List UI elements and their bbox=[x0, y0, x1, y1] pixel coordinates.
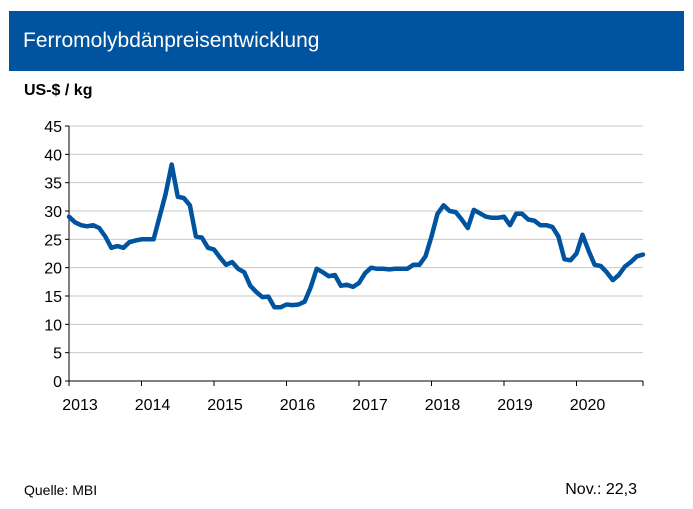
latest-value-note: Nov.: 22,3 bbox=[565, 481, 637, 498]
y-tick-label: 20 bbox=[44, 261, 62, 278]
x-tick-label: 2014 bbox=[135, 397, 171, 414]
x-tick-label: 2013 bbox=[62, 397, 98, 414]
y-tick-label: 10 bbox=[44, 317, 62, 334]
x-tick-label: 2017 bbox=[352, 397, 388, 414]
source-note: Quelle: MBI bbox=[24, 482, 98, 498]
x-tick-label: 2018 bbox=[425, 397, 461, 414]
chart-title: Ferromolybdänpreisentwicklung bbox=[23, 29, 320, 52]
y-tick-label: 5 bbox=[53, 346, 62, 363]
x-tick-label: 2019 bbox=[497, 397, 533, 414]
x-tick-label: 2016 bbox=[280, 397, 316, 414]
chart-title-bar: Ferromolybdänpreisentwicklung bbox=[9, 11, 684, 71]
series-line-0 bbox=[66, 162, 646, 310]
y-tick-label: 25 bbox=[44, 232, 62, 249]
y-tick-label: 30 bbox=[44, 204, 62, 221]
x-tick-label: 2015 bbox=[207, 397, 243, 414]
y-tick-label: 40 bbox=[44, 147, 62, 164]
x-tick-label: 2020 bbox=[570, 397, 606, 414]
y-tick-label: 15 bbox=[44, 289, 62, 306]
y-axis-unit-label: US-$ / kg bbox=[24, 82, 93, 99]
y-tick-label: 35 bbox=[44, 176, 62, 193]
y-tick-label: 45 bbox=[44, 119, 62, 136]
y-tick-label: 0 bbox=[53, 374, 62, 391]
